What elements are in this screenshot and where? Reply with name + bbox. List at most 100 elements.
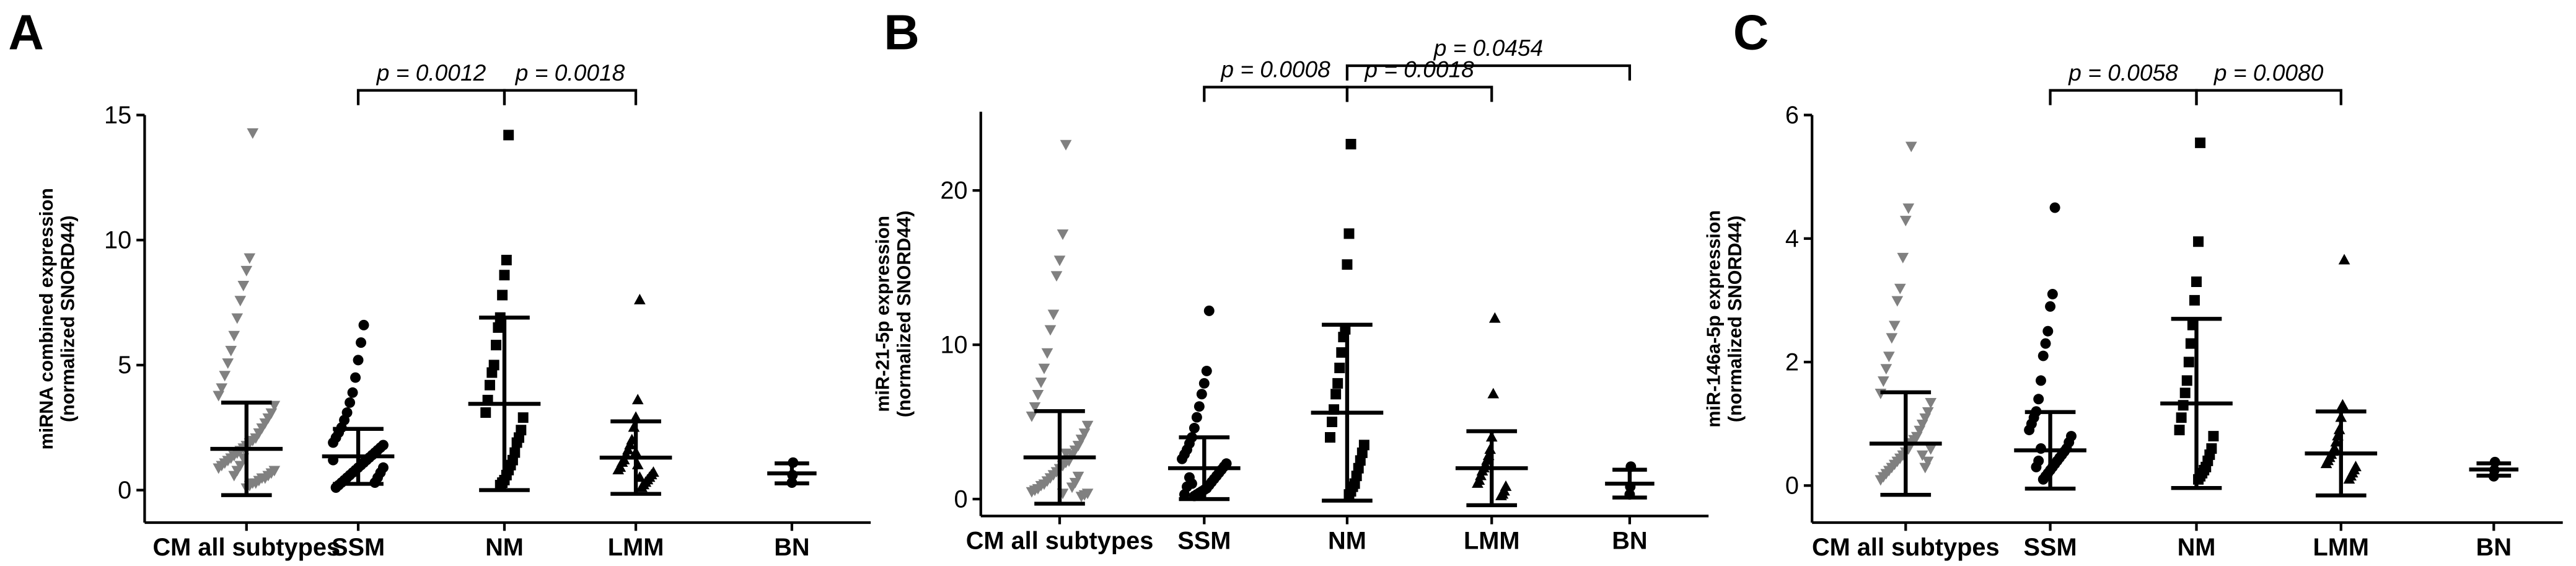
data-point (347, 387, 358, 398)
x-tick-label: BN (774, 534, 809, 561)
data-point (356, 337, 367, 348)
data-point (1078, 428, 1091, 440)
x-tick-label: SSM (1177, 527, 1231, 554)
data-point (219, 371, 231, 382)
y-tick-label: 0 (1785, 472, 1799, 500)
data-point (1888, 321, 1901, 332)
data-point (213, 463, 225, 474)
data-point (244, 253, 256, 264)
data-point (1894, 283, 1906, 294)
data-point (2045, 301, 2056, 312)
data-point (2024, 425, 2035, 436)
p-value-label: p = 0.0018 (1364, 56, 1474, 82)
y-tick-label: 0 (118, 477, 131, 504)
data-point (1184, 472, 1195, 483)
x-tick-label: NM (2178, 534, 2216, 561)
data-point (2040, 338, 2051, 349)
y-tick-label: 6 (1785, 102, 1799, 129)
x-tick-label: LMM (2313, 534, 2370, 561)
data-point (234, 296, 247, 307)
x-tick-label: NM (1328, 527, 1366, 554)
y-tick-label: 10 (940, 331, 967, 358)
data-point (1041, 348, 1053, 359)
data-point (1345, 139, 1356, 150)
data-point (2049, 202, 2060, 213)
data-point (631, 394, 644, 405)
x-tick-label: SSM (2023, 534, 2077, 561)
data-point (1899, 216, 1912, 227)
data-point (1072, 471, 1084, 482)
data-point (1075, 435, 1088, 446)
data-point (2179, 387, 2191, 399)
data-point (2343, 473, 2355, 484)
data-point (2338, 254, 2350, 265)
x-tick-label: BN (2476, 534, 2512, 561)
data-point (1038, 363, 1050, 374)
data-point (1336, 347, 1347, 358)
y-tick-label: 5 (118, 352, 131, 379)
data-point (1488, 312, 1501, 323)
significance-bracket (2049, 89, 2198, 105)
data-point (1047, 309, 1060, 321)
data-point (1026, 487, 1038, 498)
data-point (634, 293, 646, 304)
data-point (1495, 489, 1507, 500)
data-point (1878, 376, 1889, 387)
data-point (2337, 399, 2349, 410)
data-point (2035, 375, 2046, 386)
data-point (1057, 229, 1069, 241)
data-point (2042, 325, 2054, 337)
data-point (328, 437, 339, 448)
panel-label: C (1733, 5, 1769, 60)
data-point (517, 412, 529, 423)
data-point (353, 355, 364, 366)
data-point (2033, 394, 2044, 405)
y-tick-label: 4 (1785, 225, 1799, 252)
data-point (1032, 389, 1044, 400)
x-tick-label: NM (485, 534, 524, 561)
data-point (1081, 420, 1094, 431)
x-tick-label: CM all subtypes (1812, 534, 2000, 561)
data-point (497, 290, 508, 301)
y-tick-label: 20 (940, 177, 967, 204)
data-point (1919, 413, 1932, 424)
data-point (237, 281, 250, 292)
significance-bracket (503, 89, 638, 105)
data-point (1044, 325, 1057, 336)
data-point (2176, 412, 2187, 423)
x-tick-label: SSM (332, 534, 385, 561)
data-point (1327, 417, 1338, 428)
data-point (511, 437, 522, 448)
data-point (1075, 492, 1088, 503)
data-point (1193, 401, 1205, 412)
data-point (1922, 456, 1934, 467)
data-point (636, 481, 648, 492)
data-point (1897, 252, 1909, 263)
data-point (345, 397, 356, 408)
data-point (1925, 397, 1937, 409)
data-point (484, 379, 495, 391)
p-value-label: p = 0.0058 (2068, 60, 2178, 86)
data-point (2320, 458, 2332, 469)
y-tick-label: 15 (104, 102, 131, 129)
data-point (1342, 259, 1353, 270)
y-axis-label: miR-21-5p expression (872, 216, 893, 412)
data-point (2038, 350, 2049, 361)
data-point (1179, 489, 1190, 500)
data-point (213, 391, 225, 402)
data-point (1916, 419, 1928, 430)
data-point (1325, 431, 1335, 443)
data-point (1902, 203, 1915, 214)
data-point (1177, 453, 1187, 464)
data-point (222, 358, 234, 369)
data-point (1472, 477, 1484, 488)
data-point (1925, 444, 1937, 455)
data-point (1343, 228, 1355, 239)
data-point (2038, 474, 2049, 485)
data-point (2195, 137, 2206, 148)
data-point (350, 372, 361, 383)
y-axis-label: (normalized SNORD44) (1725, 216, 1746, 423)
x-tick-label: LMM (608, 534, 664, 561)
y-tick-label: 2 (1785, 348, 1799, 376)
